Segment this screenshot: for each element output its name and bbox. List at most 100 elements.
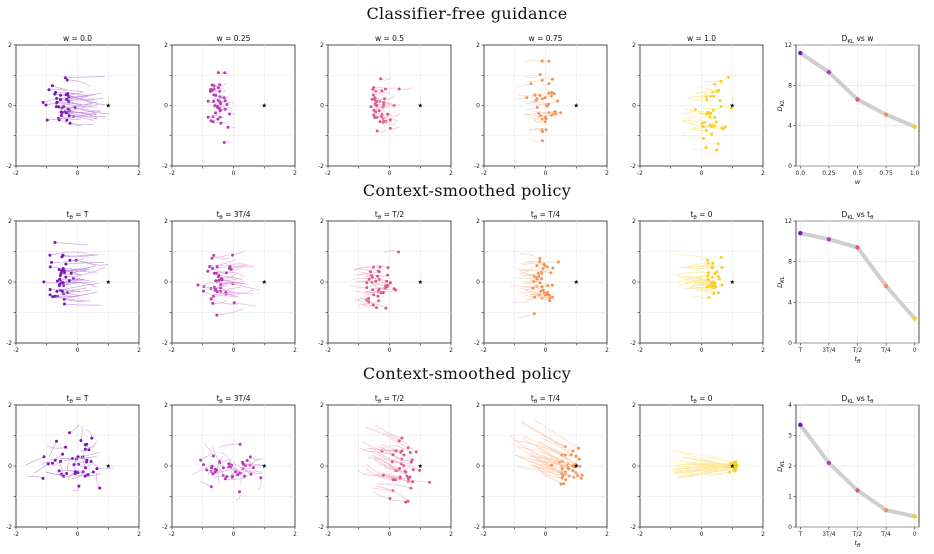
trajectory xyxy=(222,277,235,281)
data-point xyxy=(384,284,388,288)
data-point xyxy=(721,127,725,131)
data-point xyxy=(855,488,860,493)
x-tick-label: 3T/4 xyxy=(822,347,836,354)
panel-1-4: w = 0.75 -2 0 2 -2 0 2 xyxy=(474,34,609,177)
data-point xyxy=(532,312,536,316)
x-tick-label: 0 xyxy=(76,347,80,354)
trajectory xyxy=(517,313,535,319)
data-point xyxy=(713,115,717,119)
x-tick-label: 2 xyxy=(137,170,141,177)
panel-title: w = 1.0 xyxy=(687,34,716,43)
x-tick-label: T xyxy=(797,347,802,354)
data-point xyxy=(540,139,544,143)
data-point xyxy=(548,293,552,297)
data-point xyxy=(538,260,542,264)
trajectory xyxy=(681,120,703,124)
data-point xyxy=(53,241,57,244)
data-point xyxy=(370,275,374,279)
y-tick-label: 2 xyxy=(320,402,324,409)
x-tick-label: 0 xyxy=(700,347,704,354)
data-point xyxy=(723,125,727,129)
data-point xyxy=(68,258,72,262)
row-title-context-smoothed-policy-1: Context-smoothed policy xyxy=(362,181,572,200)
data-point xyxy=(83,447,87,451)
data-point xyxy=(706,274,710,278)
data-point xyxy=(551,77,554,81)
trajectory xyxy=(676,464,734,478)
trajectory xyxy=(218,443,241,448)
trajectory xyxy=(538,440,566,456)
trajectory xyxy=(66,99,88,106)
trajectory xyxy=(207,266,226,272)
data-point xyxy=(540,97,544,101)
data-point xyxy=(538,73,542,76)
x-tick-label: 1.0 xyxy=(910,170,920,177)
trajectory xyxy=(63,281,97,288)
trajectory xyxy=(358,300,379,306)
data-point xyxy=(209,297,213,301)
data-point xyxy=(381,473,385,477)
x-tick-label: T/4 xyxy=(880,347,891,354)
data-point xyxy=(62,269,66,273)
trajectory xyxy=(71,268,88,274)
data-point xyxy=(428,480,431,484)
y-tick-label: -2 xyxy=(630,163,636,170)
data-point xyxy=(376,269,380,273)
y-tick-label: -2 xyxy=(162,524,168,531)
trajectory xyxy=(541,261,559,263)
data-point xyxy=(541,130,544,134)
trajectory xyxy=(246,460,265,466)
data-point xyxy=(199,458,203,462)
data-point xyxy=(377,278,381,281)
data-point xyxy=(211,266,215,270)
trajectory xyxy=(685,263,709,269)
trajectory xyxy=(531,455,573,467)
trajectory xyxy=(678,275,708,282)
trajectory xyxy=(528,282,553,286)
x-tick-label: 2 xyxy=(761,170,765,177)
data-point xyxy=(211,472,215,476)
trajectory xyxy=(520,274,536,278)
trajectory xyxy=(519,253,541,259)
data-point xyxy=(717,291,720,295)
data-point xyxy=(213,104,217,108)
y-tick-label: 4 xyxy=(788,123,792,130)
data-point xyxy=(544,117,548,121)
data-point xyxy=(560,476,564,480)
data-point xyxy=(397,439,401,443)
trajectory xyxy=(687,286,714,294)
y-tick-label: 0 xyxy=(788,524,792,531)
trajectory xyxy=(352,277,370,280)
data-point xyxy=(67,114,71,118)
trajectory xyxy=(59,462,63,475)
trajectory xyxy=(673,271,709,276)
data-point xyxy=(374,279,378,283)
data-point xyxy=(707,296,711,299)
data-point xyxy=(77,484,81,488)
data-point xyxy=(702,136,706,140)
data-point xyxy=(408,475,412,479)
data-point xyxy=(86,473,90,477)
data-point xyxy=(214,279,218,283)
target-star-marker xyxy=(573,103,579,108)
data-point xyxy=(98,486,102,490)
data-point xyxy=(95,467,99,471)
x-tick-label: T/2 xyxy=(852,531,863,538)
x-tick-label: 2 xyxy=(293,170,297,177)
x-tick-label: 0 xyxy=(76,170,80,177)
trajectory xyxy=(709,98,721,102)
data-point xyxy=(397,87,401,91)
panel-title: tθ = 3T/4 xyxy=(216,210,250,221)
panel-1-2: w = 0.25 -2 0 2 -2 0 2 xyxy=(162,34,297,177)
data-point xyxy=(54,105,58,109)
trajectory xyxy=(90,461,99,468)
data-point xyxy=(216,117,220,121)
panel-1-3: w = 0.5 -2 0 2 -2 0 2 xyxy=(318,34,453,177)
data-point xyxy=(563,453,567,457)
panel-3-2: tθ = 3T/4 -2 0 2 -2 0 2 xyxy=(162,394,297,538)
data-point xyxy=(241,462,245,466)
x-tick-label: 0 xyxy=(913,347,917,354)
trajectory xyxy=(389,499,406,503)
trajectory xyxy=(203,290,227,295)
trajectory xyxy=(60,99,95,101)
